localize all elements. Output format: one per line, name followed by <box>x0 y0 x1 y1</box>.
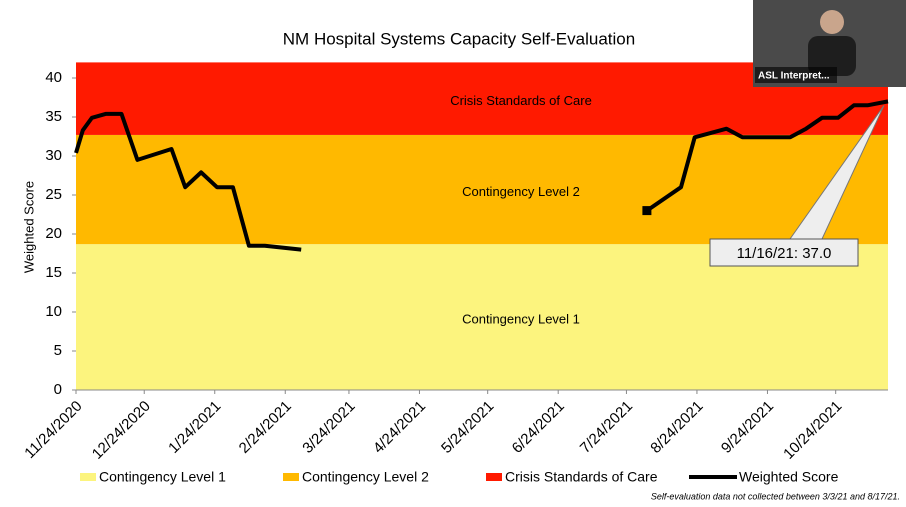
y-tick-label: 35 <box>45 108 62 125</box>
y-tick-label: 15 <box>45 264 62 281</box>
band-label: Contingency Level 1 <box>462 312 580 327</box>
y-tick-label: 0 <box>54 381 62 398</box>
legend-swatch <box>486 473 502 481</box>
legend-swatch <box>80 473 96 481</box>
legend-label: Weighted Score <box>739 469 839 485</box>
band <box>76 62 888 135</box>
band-label: Crisis Standards of Care <box>450 93 592 108</box>
y-tick-label: 25 <box>45 186 62 203</box>
y-tick-label: 30 <box>45 147 62 164</box>
chart-title: NM Hospital Systems Capacity Self-Evalua… <box>283 29 635 48</box>
overlay-label: ASL Interpret... <box>758 71 830 82</box>
band-label: Contingency Level 2 <box>462 184 580 199</box>
callout-box <box>709 238 859 267</box>
y-axis-label: Weighted Score <box>21 181 36 273</box>
y-tick-label: 10 <box>45 303 62 320</box>
y-tick-label: 5 <box>54 342 62 359</box>
legend-label: Crisis Standards of Care <box>505 469 658 485</box>
legend: Contingency Level 1 Contingency Level 2 Cr… <box>80 469 839 485</box>
line <box>74 99 889 252</box>
band <box>76 244 888 390</box>
annotation: 11/16/21: 37.0 <box>737 245 832 262</box>
legend-swatch <box>283 473 299 481</box>
legend-label: Contingency Level 1 <box>99 469 226 485</box>
name-tag <box>755 67 837 83</box>
footnote: Self-evaluation data not collected betwe… <box>651 491 900 501</box>
plot-area: Contingency Level 1 Contingency Level 2 Cr… <box>21 62 889 463</box>
interpreter-head <box>820 10 844 34</box>
y-tick-label: 20 <box>45 225 62 242</box>
band <box>76 134 888 245</box>
interpreter-body <box>808 36 856 76</box>
video-overlay: ASL Interpret... <box>753 0 906 87</box>
legend-label: Contingency Level 2 <box>302 469 429 485</box>
y-tick-label: 40 <box>45 69 62 86</box>
